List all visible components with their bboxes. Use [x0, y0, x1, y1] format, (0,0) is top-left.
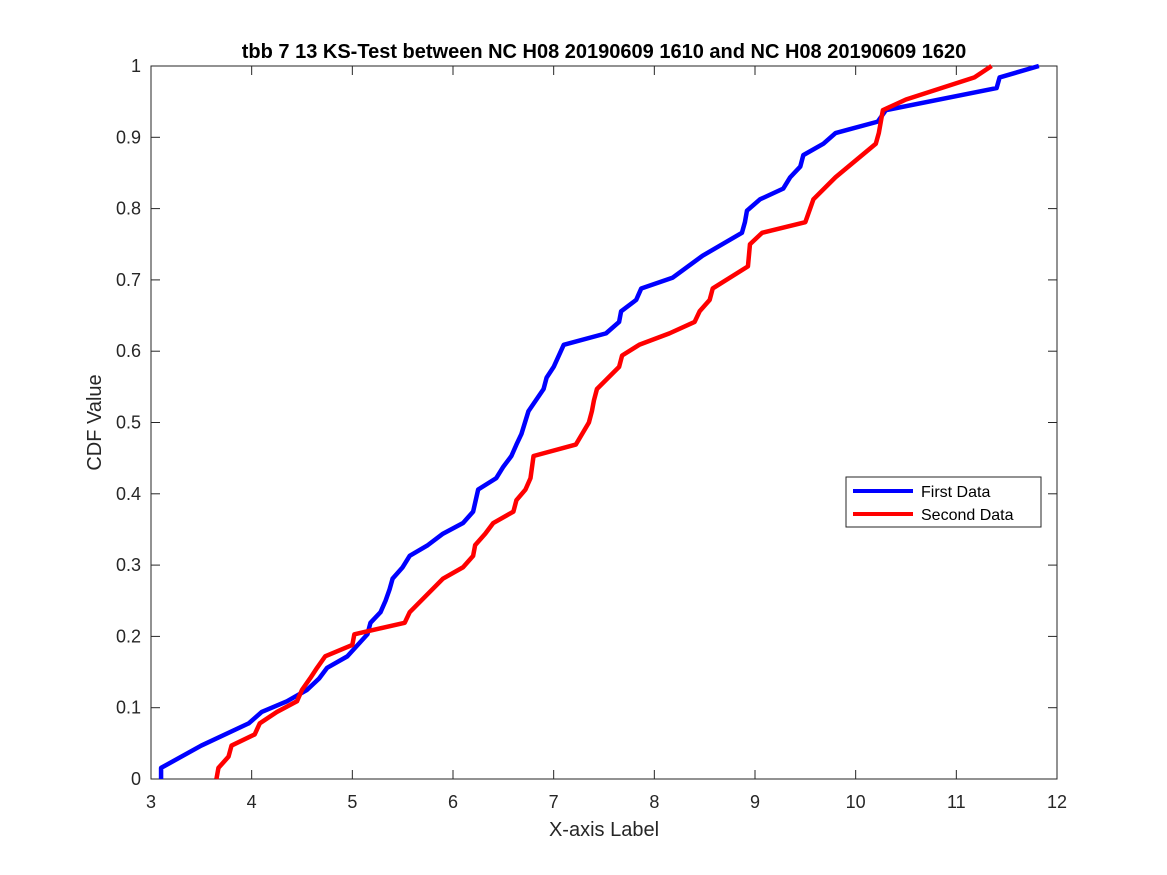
- axes-box: [150, 65, 1058, 780]
- x-tick-label: 8: [649, 792, 659, 812]
- series-line-second-data: [214, 64, 993, 780]
- x-tick-label: 12: [1047, 792, 1067, 812]
- x-tick-label: 10: [846, 792, 866, 812]
- x-tick-label: 5: [347, 792, 357, 812]
- y-tick-label: 0.1: [116, 698, 141, 718]
- x-tick-label: 6: [448, 792, 458, 812]
- legend-label-second-data: Second Data: [921, 507, 1014, 524]
- y-tick-label: 0: [131, 769, 141, 789]
- y-tick-label: 0.7: [116, 270, 141, 290]
- series-line-first-data: [158, 63, 1040, 779]
- y-tick-label: 0.2: [116, 626, 141, 646]
- chart-title: tbb 7 13 KS-Test between NC H08 20190609…: [242, 41, 966, 63]
- y-axis-label: CDF Value: [84, 374, 106, 470]
- x-tick-label: 4: [247, 792, 257, 812]
- legend-box: [845, 476, 1042, 528]
- x-tick-label: 9: [750, 792, 760, 812]
- ticks-layer: 3 4 5 6 7 8 9 10 11 12 0 0.1 0.2 0.3 0.4 0.5 0.6 0.7 0.8 0.…: [116, 56, 1067, 812]
- plot-area: 3 4 5 6 7 8 9 10 11 12 0 0.1 0.2 0.3 0.4 0.5 0.6 0.7 0.8 0.…: [116, 56, 1067, 812]
- legend: First Data Second Data: [845, 476, 1042, 528]
- legend-label-first-data: First Data: [921, 484, 990, 501]
- x-axis-label: X-axis Label: [549, 819, 659, 841]
- y-tick-label: 0.5: [116, 413, 141, 433]
- x-tick-label: 7: [549, 792, 559, 812]
- series-layer: [158, 63, 1040, 780]
- y-tick-label: 0.4: [116, 484, 141, 504]
- y-tick-label: 0.8: [116, 199, 141, 219]
- y-tick-label: 0.6: [116, 341, 141, 361]
- y-tick-label: 0.3: [116, 555, 141, 575]
- y-tick-label: 1: [131, 56, 141, 76]
- y-tick-label: 0.9: [116, 127, 141, 147]
- x-tick-label: 11: [947, 792, 966, 812]
- x-tick-label: 3: [146, 792, 156, 812]
